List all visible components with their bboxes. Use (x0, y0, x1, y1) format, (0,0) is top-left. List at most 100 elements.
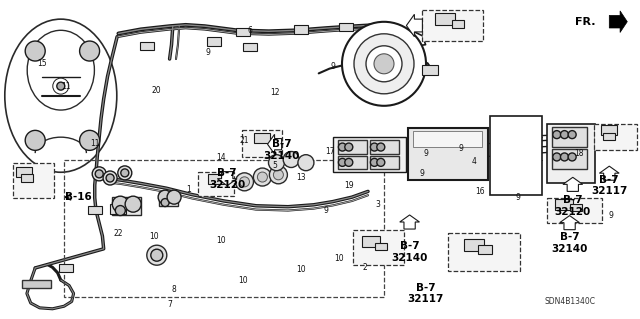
Circle shape (568, 130, 576, 139)
Circle shape (568, 153, 576, 161)
Circle shape (339, 158, 346, 167)
Text: 13: 13 (296, 173, 306, 182)
Bar (236, 28, 250, 36)
Text: 19: 19 (344, 181, 354, 190)
Bar (207, 174, 224, 184)
Text: 9: 9 (609, 211, 614, 220)
Circle shape (113, 196, 128, 212)
Text: 4: 4 (471, 157, 476, 166)
Bar (552, 149, 587, 169)
Circle shape (273, 170, 284, 180)
Polygon shape (218, 172, 237, 186)
Circle shape (377, 158, 385, 167)
Bar (463, 239, 484, 251)
Circle shape (121, 169, 129, 177)
Circle shape (345, 143, 353, 151)
Circle shape (92, 167, 106, 181)
Text: 17: 17 (324, 147, 335, 156)
Bar (112, 197, 141, 215)
Circle shape (253, 168, 271, 186)
Circle shape (236, 173, 253, 191)
Bar (478, 245, 492, 254)
Bar (370, 156, 399, 169)
Bar (338, 156, 367, 169)
Circle shape (25, 41, 45, 61)
Polygon shape (268, 134, 282, 154)
Circle shape (147, 245, 167, 265)
Bar (333, 137, 406, 172)
Text: 8: 8 (172, 285, 177, 294)
Circle shape (95, 170, 103, 178)
Bar (353, 230, 404, 265)
Circle shape (118, 166, 132, 180)
Text: 10: 10 (296, 265, 306, 274)
Text: 9: 9 (330, 63, 335, 71)
Text: B-7
32140: B-7 32140 (552, 232, 588, 254)
Bar (594, 124, 637, 150)
Bar (422, 10, 483, 41)
Text: 3: 3 (375, 200, 380, 209)
Text: 7: 7 (167, 300, 172, 309)
Bar (59, 264, 73, 272)
Bar (552, 127, 587, 147)
Circle shape (561, 153, 568, 161)
Text: B-7
32140: B-7 32140 (392, 241, 428, 263)
Text: B-7
32120: B-7 32120 (209, 168, 245, 190)
Text: 5: 5 (273, 161, 278, 170)
Bar (435, 13, 455, 25)
Bar (603, 133, 614, 140)
Circle shape (377, 143, 385, 151)
Bar (547, 124, 595, 183)
Text: SDN4B1340C: SDN4B1340C (544, 297, 595, 306)
Bar (242, 130, 282, 157)
Text: 16: 16 (475, 187, 485, 196)
Polygon shape (560, 216, 579, 230)
Text: B-16: B-16 (65, 192, 92, 202)
Text: 11: 11 (90, 139, 99, 148)
Circle shape (239, 177, 250, 187)
Bar (243, 43, 257, 51)
Text: 9: 9 (516, 193, 521, 202)
Bar (294, 25, 308, 33)
Bar (452, 20, 463, 27)
Text: 20: 20 (152, 86, 162, 95)
Bar (556, 199, 573, 210)
Circle shape (25, 130, 45, 150)
Polygon shape (406, 14, 422, 37)
Circle shape (151, 249, 163, 261)
Text: 15: 15 (36, 59, 47, 68)
Text: 10: 10 (216, 236, 226, 245)
Bar (413, 131, 482, 147)
Bar (547, 198, 602, 223)
Polygon shape (400, 215, 419, 229)
Bar (570, 204, 582, 211)
Text: 9: 9 (423, 149, 428, 158)
Bar (253, 133, 270, 143)
Text: 18: 18 (575, 149, 584, 158)
Circle shape (339, 143, 346, 151)
Circle shape (561, 130, 568, 139)
Circle shape (269, 155, 285, 171)
Polygon shape (609, 11, 627, 33)
Bar (17, 167, 32, 177)
Circle shape (374, 54, 394, 74)
Circle shape (553, 130, 561, 139)
Text: B-7
32140: B-7 32140 (264, 139, 300, 161)
Bar (21, 174, 33, 182)
Bar (490, 116, 542, 195)
Circle shape (342, 22, 426, 106)
Circle shape (283, 152, 300, 167)
Text: 6: 6 (247, 26, 252, 35)
Bar (64, 160, 384, 297)
Bar (198, 172, 234, 196)
Circle shape (57, 82, 65, 90)
Text: 12: 12 (271, 88, 280, 97)
Bar (111, 204, 127, 214)
Bar (375, 243, 387, 250)
Bar (408, 128, 488, 180)
Text: 9: 9 (324, 206, 329, 215)
Text: 9: 9 (420, 169, 425, 178)
Text: B-7
32117: B-7 32117 (408, 283, 444, 304)
Text: 2: 2 (362, 263, 367, 272)
Bar (422, 65, 438, 75)
